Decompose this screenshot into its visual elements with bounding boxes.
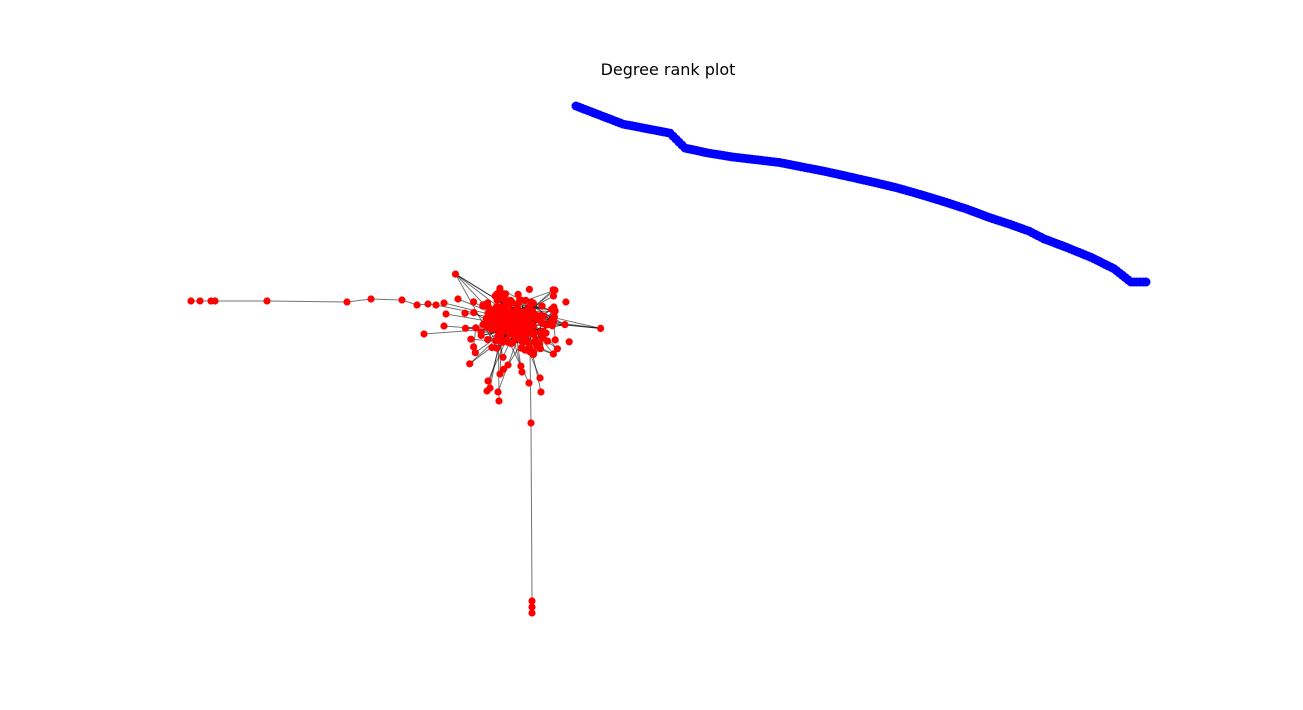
- network-node: [343, 298, 351, 306]
- network-node: [451, 270, 460, 278]
- network-node: [538, 302, 546, 310]
- network-node: [520, 336, 528, 344]
- network-node: [551, 286, 559, 294]
- network-node: [565, 338, 573, 346]
- network-node: [506, 296, 515, 304]
- network-node: [494, 388, 502, 396]
- network-node: [490, 306, 498, 314]
- network-node: [442, 310, 450, 318]
- network-edge: [266, 300, 348, 303]
- chart-title: Degree rank plot: [600, 60, 736, 79]
- network-node: [211, 297, 219, 305]
- network-node: [196, 297, 204, 305]
- network-node: [514, 299, 523, 308]
- network-node: [518, 368, 526, 376]
- network-node: [461, 309, 469, 317]
- network-node: [527, 419, 535, 427]
- network-node: [549, 350, 558, 358]
- network-graph: [187, 270, 605, 617]
- network-node: [424, 300, 432, 308]
- network-node: [597, 324, 605, 332]
- network-node: [461, 324, 470, 332]
- network-node: [536, 374, 544, 382]
- network-node: [483, 387, 491, 395]
- network-node: [483, 299, 492, 307]
- network-node: [398, 296, 406, 304]
- network-node: [526, 348, 534, 356]
- network-node: [544, 337, 552, 345]
- network-node: [496, 287, 504, 295]
- network-node: [562, 298, 570, 306]
- network-node: [533, 314, 541, 322]
- network-node: [527, 329, 535, 338]
- network-node: [470, 343, 478, 351]
- degree-rank-plot: [571, 101, 1151, 287]
- network-node: [539, 327, 547, 336]
- degree-rank-point: [1141, 277, 1151, 287]
- network-node: [551, 307, 559, 315]
- network-node: [454, 295, 462, 303]
- network-node: [499, 338, 507, 346]
- network-node: [528, 597, 536, 605]
- network-node: [499, 353, 507, 361]
- network-node: [517, 344, 525, 352]
- network-node: [420, 330, 428, 338]
- network-node: [263, 297, 271, 305]
- network-node: [484, 377, 492, 385]
- network-node: [477, 331, 485, 339]
- network-node: [432, 301, 440, 309]
- network-node: [472, 324, 480, 332]
- network-edge: [530, 422, 533, 602]
- network-node: [467, 335, 475, 343]
- network-node: [530, 338, 539, 346]
- network-node: [548, 322, 556, 330]
- network-node: [528, 603, 536, 611]
- network-node: [501, 327, 509, 335]
- network-node: [525, 285, 534, 293]
- network-node: [486, 317, 494, 325]
- network-node: [413, 301, 421, 309]
- network-node: [553, 345, 562, 353]
- network-node: [502, 290, 510, 298]
- network-node: [495, 397, 503, 405]
- network-node: [504, 361, 512, 369]
- network-node: [549, 292, 558, 300]
- network-node: [466, 360, 474, 368]
- network-node: [520, 330, 528, 338]
- network-node: [510, 308, 518, 316]
- network-edge: [435, 304, 476, 314]
- network-node: [493, 315, 502, 323]
- network-node: [540, 312, 548, 320]
- network-node: [525, 323, 533, 332]
- network-node: [484, 336, 492, 344]
- network-node: [504, 338, 512, 346]
- network-node: [561, 321, 569, 329]
- network-node: [493, 344, 501, 352]
- network-node: [471, 349, 479, 357]
- network-node: [187, 297, 195, 305]
- network-edge: [529, 351, 532, 424]
- network-edge: [346, 298, 372, 303]
- network-node: [525, 379, 533, 387]
- network-node: [528, 609, 536, 617]
- network-node: [521, 318, 529, 326]
- network-node: [367, 295, 375, 303]
- network-node: [470, 298, 478, 306]
- network-node: [517, 362, 525, 370]
- network-edge: [502, 334, 514, 358]
- network-node: [440, 299, 448, 307]
- network-node: [496, 370, 504, 378]
- network-node: [551, 336, 559, 344]
- network-node: [497, 306, 505, 314]
- network-edge: [370, 298, 403, 301]
- network-node: [514, 290, 522, 298]
- network-node: [540, 320, 548, 328]
- network-node: [507, 321, 515, 330]
- network-node: [522, 296, 530, 304]
- network-node: [537, 388, 545, 396]
- network-node: [529, 299, 538, 307]
- network-node: [470, 309, 478, 317]
- network-node: [440, 322, 448, 330]
